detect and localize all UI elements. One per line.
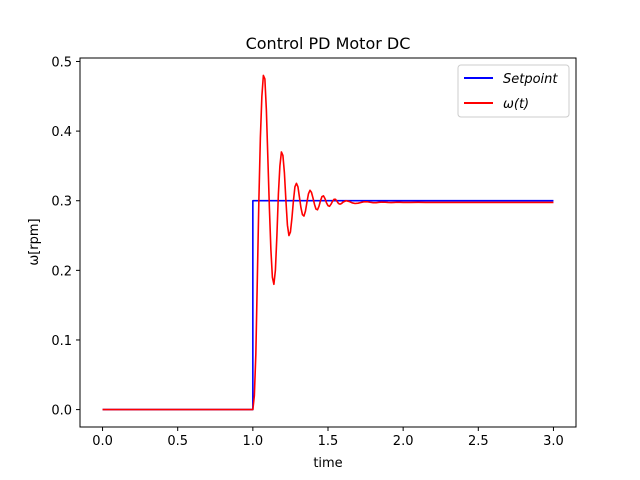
legend: Setpoint ω(t) <box>457 64 570 118</box>
y-axis-label: ω[rpm] <box>27 218 42 265</box>
y-tick-label: 0.2 <box>51 264 72 279</box>
omega-series-line <box>102 74 554 411</box>
x-tick-label: 0.5 <box>167 434 188 449</box>
x-tick-label: 1.0 <box>243 434 264 449</box>
legend-label-omega: ω(t) <box>503 97 529 112</box>
y-tick-label: 0.0 <box>51 404 72 419</box>
x-axis-label: time <box>313 456 342 471</box>
y-tick-label: 0.5 <box>51 55 72 70</box>
y-axis: 0.0 0.1 0.2 0.3 0.4 0.5 <box>51 55 80 419</box>
x-tick-label: 3.0 <box>543 434 564 449</box>
x-tick-label: 1.5 <box>318 434 339 449</box>
series-layer <box>102 74 554 411</box>
x-axis: 0.0 0.5 1.0 1.5 2.0 2.5 3.0 <box>92 427 564 449</box>
setpoint-series-line <box>102 199 554 411</box>
chart-title: Control PD Motor DC <box>246 34 411 53</box>
x-tick-label: 0.0 <box>92 434 113 449</box>
x-tick-label: 2.5 <box>468 434 489 449</box>
y-tick-label: 0.1 <box>51 334 72 349</box>
y-tick-label: 0.4 <box>51 125 72 140</box>
y-tick-label: 0.3 <box>51 195 72 210</box>
legend-label-setpoint: Setpoint <box>503 72 558 87</box>
x-tick-label: 2.0 <box>393 434 414 449</box>
